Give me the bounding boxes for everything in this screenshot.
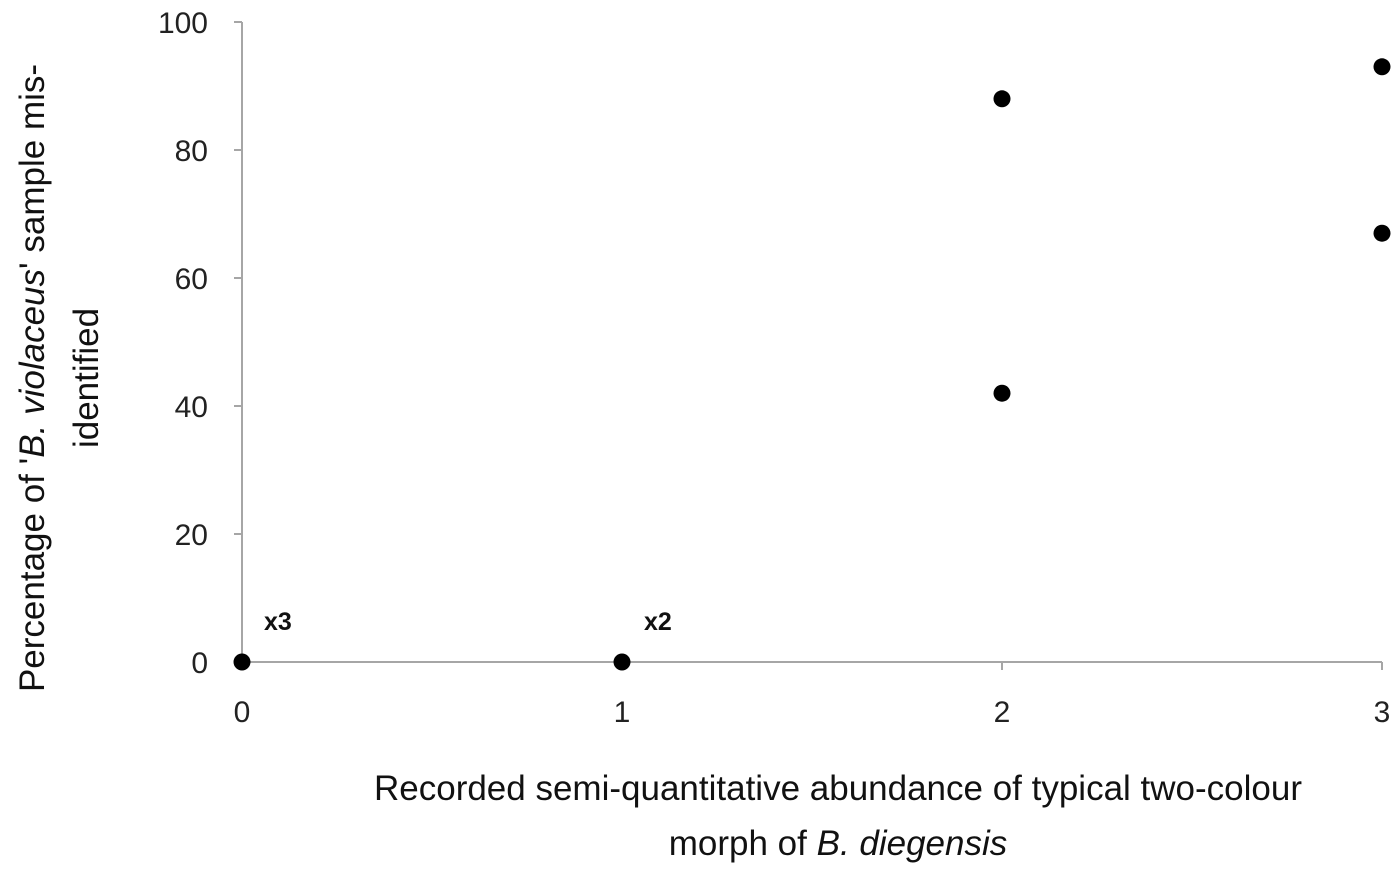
y-axis-title-line2: identified (67, 308, 106, 448)
axes (241, 22, 1382, 663)
x-tick-label: 2 (994, 696, 1011, 729)
y-tick-label: 80 (175, 135, 208, 168)
point-annotation: x3 (264, 608, 292, 636)
y-tick-label: 100 (158, 7, 208, 40)
x-axis-title-line1: Recorded semi-quantitative abundance of … (374, 769, 1302, 808)
point-annotation: x2 (644, 608, 672, 636)
y-tick-label: 0 (191, 647, 208, 680)
x-tick-label: 1 (614, 696, 631, 729)
x-axis-ticks: 0 1 2 3 (234, 662, 1391, 729)
y-tick-label: 40 (175, 391, 208, 424)
data-point (613, 653, 631, 671)
data-point (233, 653, 251, 671)
data-point (1373, 58, 1391, 76)
x-tick-label: 3 (1374, 696, 1391, 729)
data-point (993, 90, 1011, 108)
y-axis-ticks: 0 20 40 60 80 100 (158, 7, 242, 680)
y-tick-label: 60 (175, 263, 208, 296)
data-points (233, 58, 1391, 671)
data-point (993, 384, 1011, 402)
y-axis-title-line1: Percentage of 'B. violaceus' sample mis- (13, 64, 52, 692)
x-tick-label: 0 (234, 696, 251, 729)
x-axis-title-line2: morph of B. diegensis (669, 824, 1008, 863)
y-tick-label: 20 (175, 519, 208, 552)
y-axis-title: Percentage of 'B. violaceus' sample mis-… (13, 64, 106, 692)
annotations: x3 x2 (264, 608, 672, 636)
data-point (1373, 224, 1391, 242)
